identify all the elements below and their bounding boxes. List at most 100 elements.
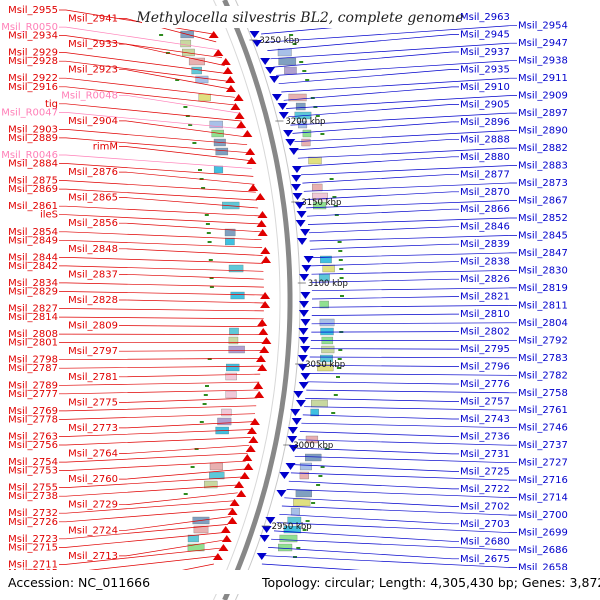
forward-label-connector — [119, 18, 217, 43]
feature-block-inner — [228, 336, 239, 345]
feature-block-inner — [191, 66, 202, 75]
reverse-label-connector — [303, 182, 517, 192]
reverse-gene-arrow — [298, 328, 309, 335]
green-tick — [340, 295, 344, 297]
reverse-gene-label: Msil_2725 — [460, 466, 510, 477]
feature-block-outer — [305, 435, 319, 444]
feature-block-outer — [312, 192, 328, 201]
green-tick — [338, 259, 343, 261]
forward-gene-label: Msil_2726 — [8, 517, 58, 528]
reverse-label-connector — [301, 422, 517, 429]
forward-gene-label: Msil_2837 — [68, 269, 118, 280]
green-tick — [305, 520, 310, 522]
green-tick — [299, 61, 304, 63]
reverse-gene-arrow — [298, 310, 309, 317]
forward-label-connector — [59, 231, 262, 241]
forward-label-connector — [59, 257, 264, 264]
reverse-gene-label: Msil_2877 — [460, 169, 510, 180]
reverse-gene-label: Msil_2873 — [518, 178, 568, 189]
green-tick — [333, 205, 338, 207]
green-tick — [209, 277, 214, 279]
scale-mark-label: 3100 kbp — [308, 279, 348, 289]
green-tick — [292, 43, 297, 45]
feature-block-inner — [193, 525, 209, 534]
feature-block-outer — [312, 183, 323, 192]
reverse-gene-arrow — [299, 301, 310, 308]
reverse-gene-label: Msil_2776 — [460, 379, 510, 390]
forward-gene-arrow — [243, 463, 254, 470]
forward-gene-arrow — [260, 247, 271, 254]
forward-label-connector — [59, 26, 220, 51]
reverse-label-connector — [311, 322, 517, 325]
green-tick — [175, 79, 180, 81]
forward-gene-label: Msil_2955 — [8, 5, 58, 16]
reverse-gene-arrow — [295, 220, 306, 227]
forward-gene-label: Msil_2934 — [8, 31, 58, 42]
genome-backbone — [222, 0, 293, 600]
reverse-gene-arrow — [291, 175, 302, 182]
scale-mark-label: 3000 kbp — [293, 441, 333, 451]
feature-block-outer — [290, 507, 300, 516]
forward-label-connector — [59, 77, 235, 98]
forward-gene-label: Msil_2856 — [68, 218, 118, 229]
forward-gene-arrow — [261, 256, 272, 263]
forward-label-connector — [59, 112, 244, 130]
reverse-gene-arrow — [288, 148, 299, 155]
green-tick — [302, 529, 307, 531]
feature-block-outer — [319, 318, 335, 327]
forward-gene-arrow — [230, 103, 241, 110]
forward-label-connector — [59, 524, 229, 540]
reverse-label-connector — [310, 243, 459, 250]
feature-block-inner — [209, 120, 223, 129]
forward-gene-label: Msil_2724 — [68, 525, 118, 536]
forward-gene-label: Msil_2715 — [8, 542, 58, 553]
forward-label-connector — [119, 248, 263, 256]
reverse-gene-label: Msil_2686 — [518, 545, 568, 556]
forward-gene-label: Msil_2789 — [8, 380, 58, 391]
forward-label-connector — [59, 365, 261, 369]
forward-gene-label: Msil_2828 — [68, 295, 118, 306]
reverse-gene-arrow — [297, 238, 308, 245]
reverse-gene-arrow — [298, 337, 309, 344]
forward-gene-label: Msil_2713 — [68, 551, 118, 562]
reverse-label-connector — [311, 287, 517, 292]
green-tick — [205, 385, 209, 387]
forward-label-connector — [119, 539, 223, 557]
reverse-gene-label: Msil_2702 — [460, 501, 510, 512]
reverse-gene-label: Msil_2910 — [460, 82, 510, 93]
forward-gene-arrow — [225, 76, 236, 83]
forward-label-connector — [119, 299, 265, 304]
forward-label-connector — [59, 460, 246, 471]
reverse-gene-arrow — [279, 472, 290, 479]
reverse-label-connector — [304, 406, 517, 411]
green-tick — [203, 394, 208, 396]
forward-label-connector — [59, 389, 259, 395]
reverse-gene-label: Msil_2882 — [518, 143, 568, 154]
reverse-gene-arrow — [291, 418, 302, 425]
reverse-label-connector — [264, 25, 517, 43]
green-tick — [199, 421, 204, 423]
forward-gene-label: Msil_2933 — [68, 39, 118, 50]
reverse-label-connector — [279, 513, 459, 525]
forward-label-connector — [59, 333, 264, 335]
reverse-label-connector — [311, 278, 459, 283]
reverse-gene-label: Msil_2714 — [518, 493, 568, 504]
reverse-gene-label: Msil_2743 — [460, 414, 510, 425]
forward-gene-label: Msil_2764 — [68, 449, 118, 460]
forward-gene-label: Msil_2884 — [8, 159, 58, 170]
forward-label-connector — [59, 357, 262, 361]
green-tick — [205, 223, 210, 225]
forward-label-connector — [119, 516, 231, 531]
feature-block-outer — [317, 363, 334, 372]
forward-gene-label: Msil_2711 — [8, 559, 58, 570]
feature-block-outer — [278, 57, 297, 66]
forward-gene-label: Msil_2787 — [8, 363, 58, 374]
forward-gene-arrow — [220, 58, 231, 65]
forward-label-connector — [119, 197, 259, 209]
reverse-gene-arrow — [293, 391, 304, 398]
forward-label-connector — [59, 137, 249, 154]
reverse-gene-arrow — [294, 202, 305, 209]
feature-block-inner — [224, 228, 236, 237]
